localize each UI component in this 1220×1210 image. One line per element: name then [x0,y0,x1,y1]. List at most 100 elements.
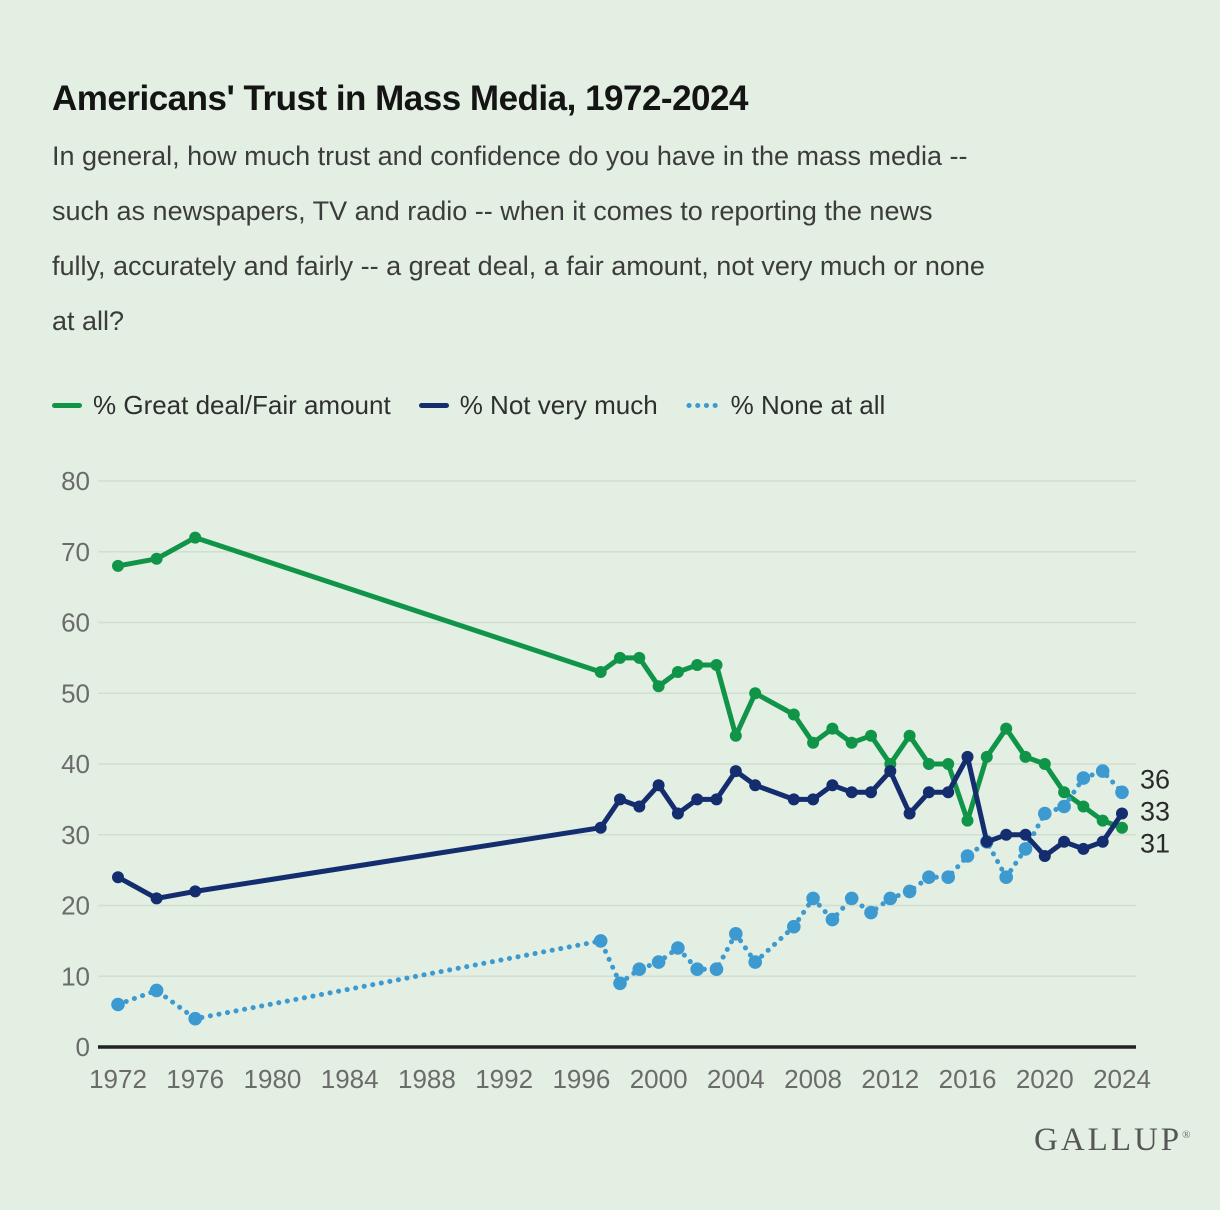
end-value-label-36: 36 [1140,765,1170,795]
y-tick-label-60: 60 [61,608,90,638]
data-point-2005 [748,955,762,969]
data-point-2023 [1096,835,1109,848]
data-point-1998 [614,651,626,664]
data-point-1976 [189,531,202,544]
data-point-2019 [1019,750,1032,763]
data-point-2007 [787,793,800,806]
legend-line-sample-icon [52,403,82,408]
data-point-2016 [961,814,974,827]
subtitle-line-2: such as newspapers, TV and radio -- when… [52,196,933,226]
data-point-2008 [807,736,820,749]
data-point-2007 [787,708,800,721]
data-point-2003 [710,793,723,806]
data-point-2013 [903,729,916,742]
data-point-1997 [594,666,607,678]
data-point-2004 [729,765,742,778]
data-point-2024 [1115,785,1129,800]
data-point-1974 [150,552,163,565]
x-tick-label-2004: 2004 [707,1064,765,1094]
data-point-2020 [1038,806,1052,821]
data-point-1974 [150,892,163,905]
subtitle-line-3: fully, accurately and fairly -- a great … [52,251,985,281]
legend-line-sample-icon [418,403,449,408]
data-point-2003 [709,962,724,976]
chart-subtitle-question: In general, how much trust and confidenc… [52,136,1192,356]
x-tick-label-1984: 1984 [321,1064,379,1094]
data-point-1976 [189,885,202,898]
data-point-2004 [729,927,743,941]
data-point-2004 [729,729,742,742]
data-point-2020 [1038,850,1051,862]
data-point-2016 [960,849,975,863]
data-point-2024 [1116,821,1128,834]
data-point-2013 [902,884,917,899]
data-point-2019 [1018,842,1033,856]
data-point-1998 [614,793,626,806]
legend-label: % None at all [730,390,886,420]
data-point-2008 [807,793,820,806]
data-point-2007 [787,919,801,934]
data-point-2009 [825,912,840,927]
chart-legend: % Great deal/Fair amount % Not very much%… [52,390,885,421]
data-point-1972 [111,997,125,1012]
x-tick-label-2000: 2000 [630,1064,688,1094]
data-point-1999 [633,651,646,664]
data-point-2001 [671,666,684,678]
data-point-2000 [652,779,665,792]
x-tick-label-2012: 2012 [861,1064,919,1094]
data-point-2010 [845,736,858,749]
data-point-2015 [942,758,955,770]
data-point-2016 [961,750,974,763]
data-point-2023 [1095,764,1110,778]
data-point-2024 [1116,807,1128,820]
legend-label: % Not very much [459,390,658,420]
data-point-2018 [999,870,1013,884]
x-tick-label-2020: 2020 [1016,1064,1074,1094]
data-point-2005 [749,687,762,700]
data-point-2000 [652,680,665,693]
data-point-2021 [1057,799,1071,814]
series-great-deal-fair-amount [112,531,1128,834]
data-point-2011 [864,905,878,920]
legend-item-3: % None at all [686,390,886,421]
y-tick-label-80: 80 [61,466,90,496]
y-tick-label-20: 20 [61,891,90,921]
y-tick-label-10: 10 [61,961,90,991]
data-point-2012 [884,765,897,778]
subtitle-line-1: In general, how much trust and confidenc… [52,141,968,171]
data-point-2011 [865,786,877,799]
legend-line-sample-icon [686,403,720,408]
data-point-2005 [749,779,762,792]
end-value-label-33: 33 [1140,797,1170,827]
data-point-2017 [980,835,993,848]
x-tick-label-2024: 2024 [1093,1064,1151,1094]
data-point-2023 [1096,814,1109,827]
data-point-2002 [691,793,704,806]
series-line [115,754,1125,901]
data-point-2003 [710,659,723,671]
data-point-2010 [845,786,858,799]
data-point-1997 [594,821,607,834]
data-point-2009 [826,722,839,735]
gallup-logo-text: GALLUP [1034,1122,1183,1158]
x-tick-label-2008: 2008 [784,1064,842,1094]
data-point-1974 [149,983,164,998]
data-point-2011 [865,729,877,742]
x-tick-label-2016: 2016 [939,1064,997,1094]
data-point-2014 [922,758,935,770]
data-point-2015 [942,786,955,799]
series-not-very-much [112,750,1128,905]
data-point-2000 [651,955,666,969]
legend-item-1: % Great deal/Fair amount [52,390,391,421]
data-point-2018 [1000,722,1013,735]
data-point-2020 [1038,758,1051,770]
data-point-1972 [112,871,124,884]
data-point-2022 [1076,771,1091,785]
x-tick-label-1980: 1980 [244,1064,302,1094]
y-tick-label-50: 50 [61,678,90,708]
x-tick-label-1992: 1992 [475,1064,533,1094]
data-point-2018 [1000,828,1013,841]
data-point-2015 [941,870,955,884]
